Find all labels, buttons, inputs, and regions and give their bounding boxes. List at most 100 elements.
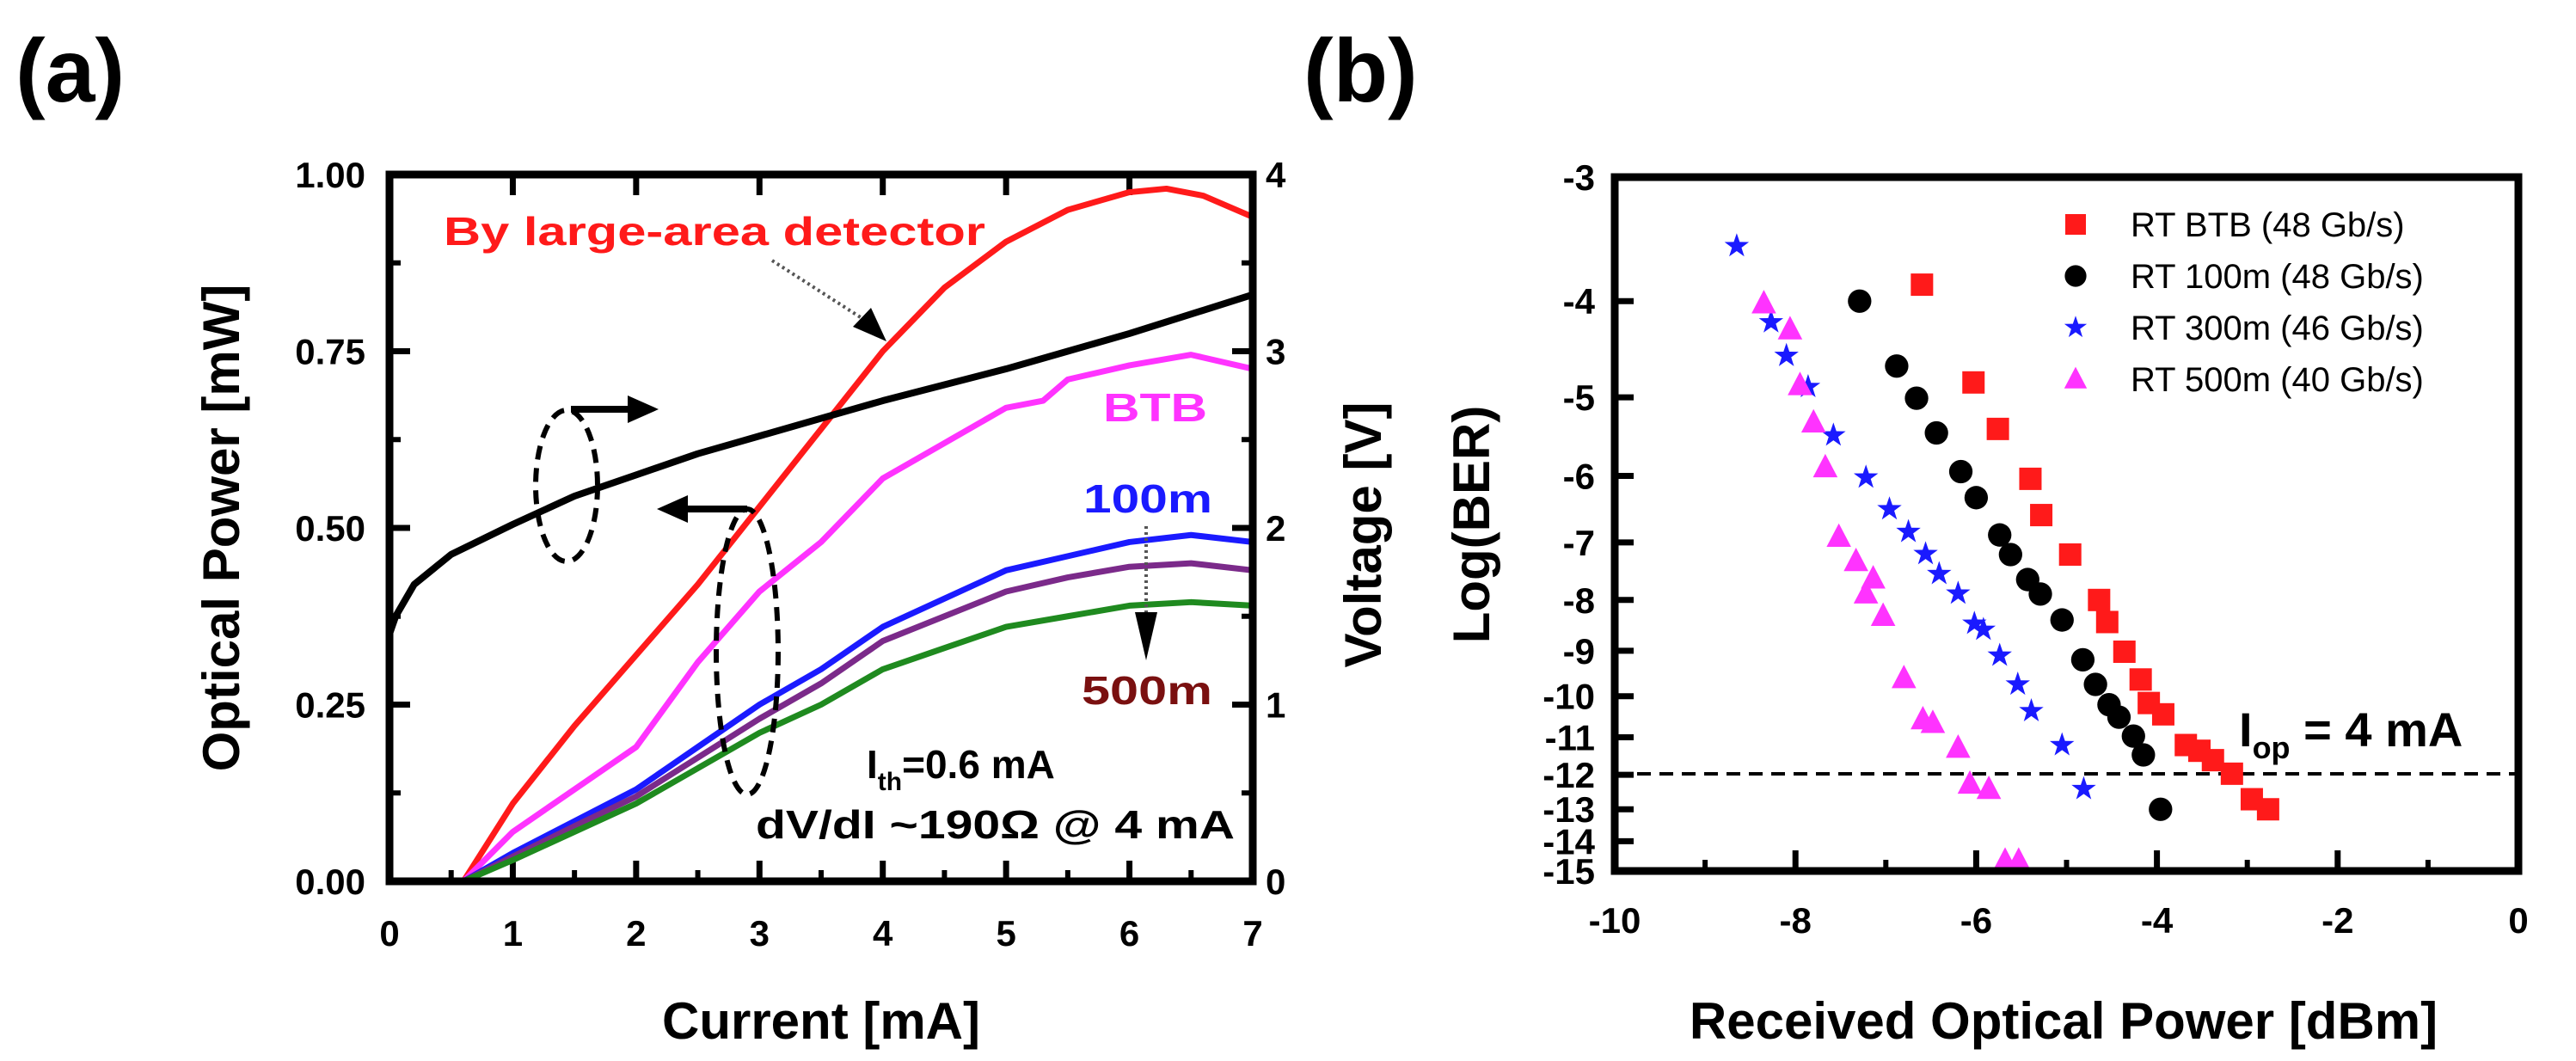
data-point-circle [1848, 289, 1872, 313]
data-point-triangle [1946, 734, 1971, 758]
x-tick-label-a: 0 [379, 913, 399, 954]
series-line-1 [389, 352, 1254, 885]
data-point-star [2019, 697, 2044, 722]
data-point-star [1821, 422, 1846, 446]
annotation-detector: By large-area detector [444, 209, 985, 254]
data-point-star [1987, 642, 2012, 666]
data-point-star [1927, 561, 1952, 585]
data-point-star [2005, 672, 2030, 696]
y-tick-label-b: -7 [1563, 523, 1595, 563]
y-tick-label-a: 0.50 [295, 508, 365, 549]
y2-tick-label-a: 2 [1266, 508, 1285, 549]
x-tick-label-b: -10 [1589, 900, 1641, 941]
data-point-circle [2149, 797, 2173, 821]
data-point-square [2129, 668, 2152, 691]
data-point-circle [1964, 486, 1989, 510]
x-tick-label-b: -8 [1780, 900, 1812, 941]
chart-a: 0 1 2 3 4 5 6 7 0.00 0.25 0.50 0.75 1.00 0 1 2 3 4 Curren… [193, 155, 1392, 1050]
data-point-square [1911, 273, 1934, 297]
data-point-triangle [1812, 453, 1838, 478]
y-tick-label-b: -12 [1543, 755, 1595, 795]
y2-tick-label-a: 3 [1266, 332, 1285, 372]
data-point-circle [2107, 705, 2131, 729]
y-tick-label-b: -6 [1563, 457, 1595, 497]
data-point-circle [1924, 420, 1948, 445]
data-point-circle [2083, 672, 2107, 696]
chart-b-ylabel: Log(BER) [1443, 406, 1500, 644]
data-point-square [2088, 588, 2111, 611]
ith-main: I [867, 742, 878, 787]
annotation-100m: 100m [1083, 476, 1212, 521]
data-point-circle [2121, 724, 2145, 748]
chart-a-y2label: Voltage [V] [1334, 402, 1392, 668]
x-tick-label-a: 1 [503, 913, 523, 954]
x-tick-label-a: 3 [750, 913, 770, 954]
legend-label: RT 100m (48 Gb/s) [2131, 258, 2424, 296]
y-tick-label-b: -8 [1563, 580, 1595, 621]
data-point-circle [1885, 354, 1909, 378]
series-line-2 [389, 531, 1254, 885]
y-tick-label-b: -14 [1543, 821, 1595, 862]
data-point-star [1913, 541, 1938, 565]
x-tick-label-a: 5 [996, 913, 1015, 954]
ith-sub: th [878, 768, 902, 796]
data-point-star [2071, 776, 2096, 800]
series-line-5 [386, 291, 1254, 635]
data-point-circle [1988, 523, 2012, 547]
y2-tick-label-a: 0 [1266, 862, 1285, 902]
data-point-star [2050, 732, 2075, 756]
data-point-triangle [1957, 770, 1983, 794]
y-tick-label-a: 0.00 [295, 862, 365, 902]
y-tick-label-a: 0.75 [295, 332, 365, 372]
data-point-square [1986, 417, 2009, 440]
data-point-square [2256, 798, 2279, 821]
y-tick-label-a: 1.00 [295, 155, 365, 195]
chart-a-ylabel: Optical Power [mW] [193, 285, 250, 772]
legend-label: RT 300m (46 Gb/s) [2131, 310, 2424, 347]
y-tick-label-b: -11 [1545, 717, 1595, 757]
data-point-triangle [1920, 709, 1946, 733]
panel-label-a: (a) [15, 21, 125, 121]
y-tick-label-b: -5 [1563, 377, 1595, 418]
y-tick-label-b: -4 [1563, 281, 1596, 322]
data-point-square [2058, 543, 2082, 566]
x-tick-label-a: 4 [873, 913, 893, 954]
data-point-circle [2131, 743, 2156, 767]
data-point-triangle [1843, 547, 1868, 572]
detector-pointer-line [770, 259, 870, 324]
data-point-square [2113, 640, 2136, 663]
data-point-circle [2070, 647, 2095, 672]
chart-b: -10 -8 -6 -4 -2 0-3-4-5-6-7-8-9-10-11-12-13-1… [1443, 157, 2529, 1050]
data-point-triangle [1870, 602, 1896, 626]
series-line-0 [389, 185, 1254, 885]
legend-marker-star [2064, 316, 2088, 338]
data-point-star [1896, 518, 1921, 543]
annotation-btb: BTB [1103, 385, 1207, 430]
left-arrow-icon [657, 495, 688, 523]
data-point-triangle [1826, 523, 1851, 548]
data-point-star [1853, 464, 1879, 488]
data-point-star [1962, 610, 1987, 635]
y-tick-label-b: -15 [1543, 851, 1595, 892]
y-tick-label-b: -13 [1543, 789, 1595, 830]
data-point-circle [1904, 386, 1929, 410]
data-point-triangle [1788, 371, 1812, 396]
data-point-star [1724, 233, 1750, 257]
data-point-triangle [1751, 290, 1776, 314]
chart-b-legend: RT BTB (48 Gb/s) RT 100m (48 Gb/s) RT 300m… [2064, 206, 2424, 399]
right-arrow-icon [628, 396, 659, 423]
y2-tick-label-a: 1 [1266, 685, 1285, 726]
data-point-star [1774, 342, 1799, 366]
voltage-curve-ellipse [533, 408, 600, 564]
chart-a-ticks: 0 1 2 3 4 5 6 7 0.00 0.25 0.50 0.75 1.00 0 1 2 3 4 [295, 155, 1286, 954]
data-point-square [2151, 702, 2174, 726]
data-point-triangle [1853, 580, 1879, 604]
y-tick-label-b: -9 [1563, 631, 1595, 672]
annotation-500m: 500m [1082, 668, 1212, 713]
y-tick-label-b: -3 [1563, 157, 1595, 198]
iop-sub: op [2253, 730, 2291, 765]
data-point-triangle [1777, 316, 1803, 340]
data-point-star [1971, 616, 1996, 641]
data-point-square [2201, 749, 2224, 772]
